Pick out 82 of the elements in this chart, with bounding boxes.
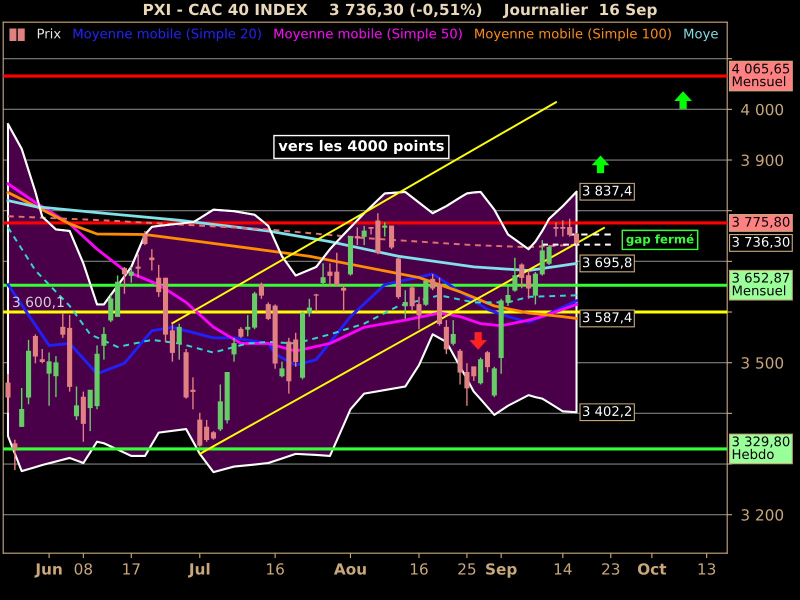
data-label: 3 587,4: [582, 312, 632, 324]
candlestick: [101, 326, 106, 360]
candlestick: [402, 290, 408, 320]
data-label: 3 837,4: [582, 186, 632, 197]
candlestick: [320, 262, 326, 287]
text: Moye: [684, 28, 718, 42]
x-tick-label: Aou: [334, 563, 366, 575]
ref-line-label: 3 600,1: [12, 296, 64, 309]
candlestick: [88, 389, 93, 432]
x-tick-label: 16: [410, 563, 428, 575]
data-label: 3 695,8: [582, 257, 632, 269]
annotation: vers les 4000 points: [278, 140, 444, 154]
candlestick: [354, 226, 360, 246]
candlestick: [341, 284, 346, 312]
ref-line-label: 3 652,87 Mensuel: [732, 272, 790, 296]
candlestick: [156, 264, 162, 298]
y-tick-label: 3 500: [742, 357, 784, 369]
candlestick: [19, 387, 24, 428]
candlestick: [382, 222, 388, 238]
ref-line-label: 4 065,65 Mensuel: [732, 64, 790, 86]
x-tick-label: Jul: [188, 562, 210, 578]
candlestick: [32, 334, 38, 364]
candlestick: [136, 254, 141, 278]
x-tick-label: 13: [698, 563, 716, 575]
candlestick: [5, 373, 11, 414]
ref-line-label: 3 329,80 Hebdo: [732, 436, 790, 460]
candlestick: [142, 230, 148, 246]
candlestick: [53, 355, 58, 398]
candlestick: [74, 386, 80, 421]
candlestick: [122, 266, 127, 294]
candlestick: [410, 284, 415, 312]
legend-label: Prix: [38, 28, 61, 38]
candlestick: [505, 285, 511, 307]
candlestick: [170, 322, 175, 362]
candlestick: [553, 222, 559, 238]
candlestick: [231, 337, 237, 362]
candlestick: [279, 360, 285, 378]
x-tick-label: Sep: [486, 563, 517, 578]
candlestick: [176, 322, 182, 360]
candlestick: [444, 319, 449, 355]
y-tick-label: 4 000: [741, 104, 784, 116]
candlestick: [306, 298, 312, 318]
candlestick: [450, 319, 456, 346]
y-tick-label: 3 200: [742, 509, 784, 521]
candlestick: [40, 348, 45, 364]
text: 3 736,30: [732, 236, 790, 248]
text: Moyenne mobile (Simple 100): [475, 28, 671, 42]
x-tick-label: 17: [123, 563, 140, 575]
y-tick-label: 3 900: [742, 154, 784, 166]
candlestick: [574, 232, 580, 246]
candlestick: [238, 326, 244, 339]
text: Moyenne mobile (Simple 50): [274, 28, 462, 42]
x-tick-label: 25: [458, 563, 476, 575]
x-tick-label: 23: [602, 563, 620, 575]
candlestick: [362, 225, 367, 246]
candlestick: [478, 356, 484, 386]
x-tick-label: Oct: [638, 563, 666, 575]
candlestick: [128, 266, 134, 284]
x-tick-label: Jun: [34, 563, 62, 578]
candlestick: [512, 257, 518, 292]
candlestick: [149, 248, 154, 272]
candlestick: [458, 348, 463, 386]
candlestick: [430, 273, 436, 291]
chart-title: PXI - CAC 40 INDEX 3 736,30 (-0,51%) Journalier 16 Sep: [144, 3, 657, 18]
line-series: [6, 199, 578, 272]
line-series: [6, 191, 578, 320]
x-tick-label: 08: [74, 563, 92, 575]
annotation: 3 402,2: [582, 406, 632, 418]
x-tick-label: 16: [267, 563, 284, 575]
candlestick: [314, 293, 319, 312]
candlestick: [423, 280, 428, 307]
annotation: gap fermé: [626, 234, 694, 246]
x-tick-label: 14: [554, 563, 572, 575]
candlestick: [389, 225, 394, 250]
ref-line-label: 3 775,80: [732, 216, 790, 228]
candlestick: [12, 439, 18, 471]
candlestick: [416, 296, 422, 330]
candlestick: [46, 352, 52, 406]
candlestick: [258, 282, 264, 300]
candlestick: [484, 350, 490, 374]
candlestick: [190, 376, 196, 410]
text: Moyenne mobile (Simple 20): [74, 28, 261, 42]
